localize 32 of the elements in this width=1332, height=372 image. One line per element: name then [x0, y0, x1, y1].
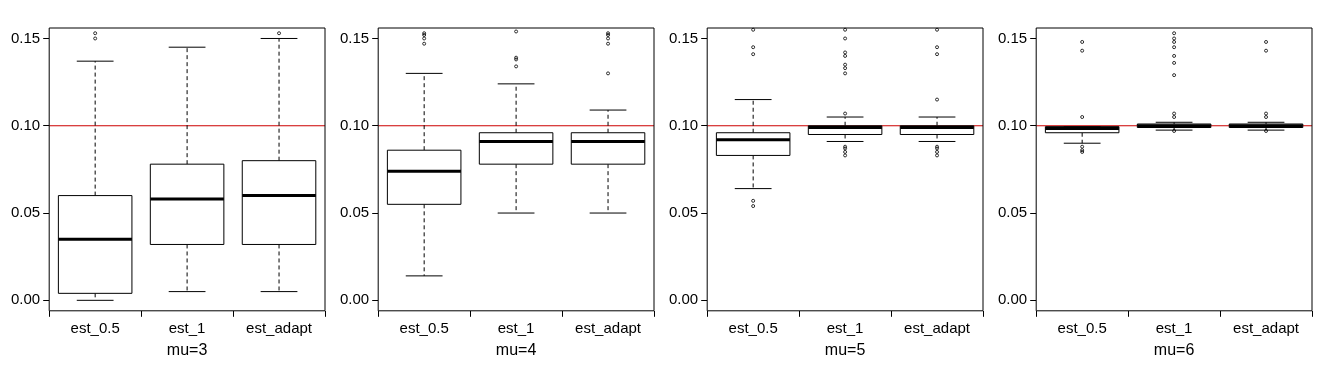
y-tick-label: 0.05 [668, 203, 699, 221]
x-tick-label: est_0.5 [728, 318, 778, 336]
y-tick-label: 0.05 [10, 203, 41, 221]
x-axis-title: mu=4 [495, 340, 537, 358]
y-tick-label: 0.15 [668, 28, 699, 46]
y-tick-label: 0.10 [668, 115, 699, 133]
x-tick-label: est_adapt [904, 318, 971, 336]
y-tick-label: 0.00 [339, 290, 370, 308]
x-axis-title: mu=6 [1153, 340, 1195, 358]
x-tick-label: est_1 [826, 318, 864, 336]
x-tick-label: est_adapt [575, 318, 642, 336]
y-tick-label: 0.05 [997, 203, 1028, 221]
x-axis-title: mu=3 [166, 340, 208, 358]
y-tick-label: 0.15 [339, 28, 370, 46]
y-tick-label: 0.15 [10, 28, 41, 46]
y-tick-label: 0.05 [339, 203, 370, 221]
y-tick-label: 0.00 [997, 290, 1028, 308]
y-tick-label: 0.10 [997, 115, 1028, 133]
x-tick-label: est_0.5 [1057, 318, 1107, 336]
y-tick-label: 0.00 [10, 290, 41, 308]
x-tick-label: est_adapt [246, 318, 313, 336]
x-tick-label: est_1 [1155, 318, 1193, 336]
x-tick-label: est_0.5 [70, 318, 120, 336]
x-tick-label: est_1 [497, 318, 535, 336]
y-tick-label: 0.00 [668, 290, 699, 308]
x-tick-label: est_adapt [1233, 318, 1300, 336]
y-tick-label: 0.15 [997, 28, 1028, 46]
y-tick-label: 0.10 [10, 115, 41, 133]
x-tick-label: est_1 [168, 318, 206, 336]
x-axis-title: mu=5 [824, 340, 866, 358]
y-tick-label: 0.10 [339, 115, 370, 133]
x-tick-label: est_0.5 [399, 318, 449, 336]
